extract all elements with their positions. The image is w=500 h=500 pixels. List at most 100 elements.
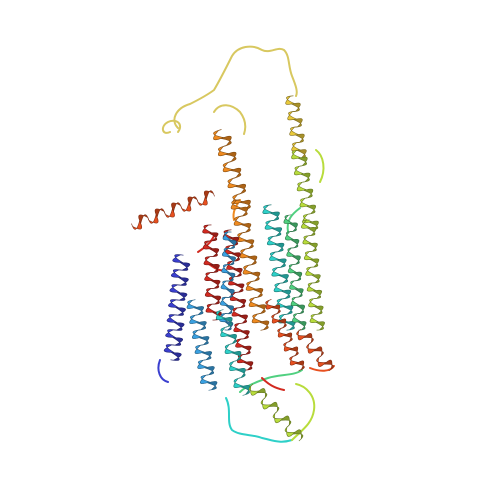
helix-turn bbox=[286, 247, 297, 257]
helix-turn bbox=[187, 196, 199, 207]
alpha-helix bbox=[131, 190, 215, 230]
helix-turn bbox=[209, 279, 221, 289]
helix-turn bbox=[305, 204, 317, 215]
helix-turn bbox=[230, 167, 242, 179]
helix-turn bbox=[255, 388, 268, 400]
helix-turn bbox=[296, 156, 308, 167]
helix-turn bbox=[245, 280, 258, 291]
helix-turn bbox=[242, 264, 255, 275]
helix-turn bbox=[224, 305, 234, 315]
helix-turn bbox=[292, 313, 302, 323]
helix-turn bbox=[254, 304, 267, 315]
helix-turn bbox=[299, 197, 311, 208]
helix-turn bbox=[220, 296, 230, 306]
helix-turn bbox=[235, 299, 247, 309]
coil-loop bbox=[286, 207, 301, 233]
helix-turn bbox=[225, 272, 236, 282]
helix-turn bbox=[316, 355, 328, 367]
helix-turn bbox=[295, 304, 306, 315]
helix-turn bbox=[202, 224, 213, 234]
helix-turn bbox=[177, 277, 189, 286]
helix-turn bbox=[302, 333, 314, 345]
helix-turn bbox=[289, 280, 299, 290]
helix-turn bbox=[242, 239, 255, 250]
helix-turn bbox=[226, 260, 238, 270]
helix-turn bbox=[302, 235, 313, 245]
helix-turn bbox=[308, 298, 319, 308]
helix-turn bbox=[233, 322, 245, 333]
helix-turn bbox=[257, 320, 270, 331]
helix-turn bbox=[245, 255, 258, 266]
helix-turn bbox=[276, 258, 287, 269]
helix-turn bbox=[294, 360, 305, 371]
helix-turn bbox=[314, 321, 325, 331]
alpha-helix bbox=[265, 299, 305, 371]
helix-turn bbox=[296, 321, 307, 331]
helix-turn bbox=[305, 266, 316, 276]
helix-turn bbox=[293, 165, 305, 176]
helix-turn bbox=[294, 133, 305, 143]
helix-turn bbox=[166, 314, 178, 323]
helix-turn bbox=[266, 235, 278, 246]
coil-loop bbox=[213, 104, 247, 135]
helix-turn bbox=[179, 262, 191, 271]
helix-turn bbox=[293, 288, 304, 298]
helix-turn bbox=[292, 118, 303, 128]
helix-turn bbox=[138, 214, 150, 225]
helix-turn bbox=[280, 289, 292, 300]
helix-turn bbox=[287, 111, 298, 121]
helix-turn bbox=[267, 401, 280, 414]
helix-turn bbox=[285, 321, 296, 331]
helix-turn bbox=[235, 183, 246, 195]
helix-turn bbox=[271, 266, 282, 277]
helix-turn bbox=[296, 328, 308, 341]
helix-turn bbox=[302, 188, 314, 199]
helix-turn bbox=[234, 367, 246, 379]
helix-turn bbox=[306, 342, 318, 354]
helix-turn bbox=[208, 248, 220, 258]
helix-turn bbox=[248, 271, 261, 282]
helix-turn bbox=[236, 206, 249, 217]
helix-turn bbox=[233, 283, 245, 293]
helix-turn bbox=[237, 314, 248, 324]
helix-turn bbox=[251, 288, 264, 299]
helix-turn bbox=[260, 397, 273, 410]
helix-turn bbox=[169, 284, 181, 293]
helix-turn bbox=[306, 282, 318, 292]
alpha-helix bbox=[230, 199, 270, 331]
helix-turn bbox=[288, 222, 298, 232]
coil-loop bbox=[315, 149, 325, 183]
helix-turn bbox=[322, 359, 334, 372]
helix-turn bbox=[248, 296, 261, 307]
helix-turn bbox=[291, 429, 304, 442]
helix-turn bbox=[307, 220, 319, 231]
helix-turn bbox=[303, 250, 315, 261]
helix-turn bbox=[196, 321, 207, 331]
helix-turn bbox=[210, 295, 222, 305]
helix-turn bbox=[163, 344, 175, 353]
helix-turn bbox=[238, 330, 250, 340]
helix-turn bbox=[289, 126, 300, 136]
helix-turn bbox=[264, 220, 275, 230]
coil-loop bbox=[173, 45, 298, 129]
helix-turn bbox=[284, 425, 297, 437]
helix-turn bbox=[154, 208, 166, 219]
helix-turn bbox=[306, 227, 317, 237]
helix-turn bbox=[262, 204, 273, 214]
helix-turn bbox=[165, 329, 177, 338]
helix-turn bbox=[233, 215, 246, 226]
helix-turn bbox=[284, 230, 295, 241]
helix-turn bbox=[176, 292, 188, 301]
helix-turn bbox=[207, 381, 218, 391]
helix-turn bbox=[285, 95, 296, 105]
helix-turn bbox=[239, 384, 251, 396]
helix-turn bbox=[307, 242, 318, 252]
helix-turn bbox=[289, 238, 300, 249]
helix-turn bbox=[290, 102, 301, 112]
helix-turn bbox=[171, 337, 184, 346]
alpha-helix bbox=[215, 309, 251, 396]
alpha-helix bbox=[222, 229, 254, 371]
coil-loop bbox=[261, 377, 285, 391]
helix-turn bbox=[299, 172, 311, 183]
